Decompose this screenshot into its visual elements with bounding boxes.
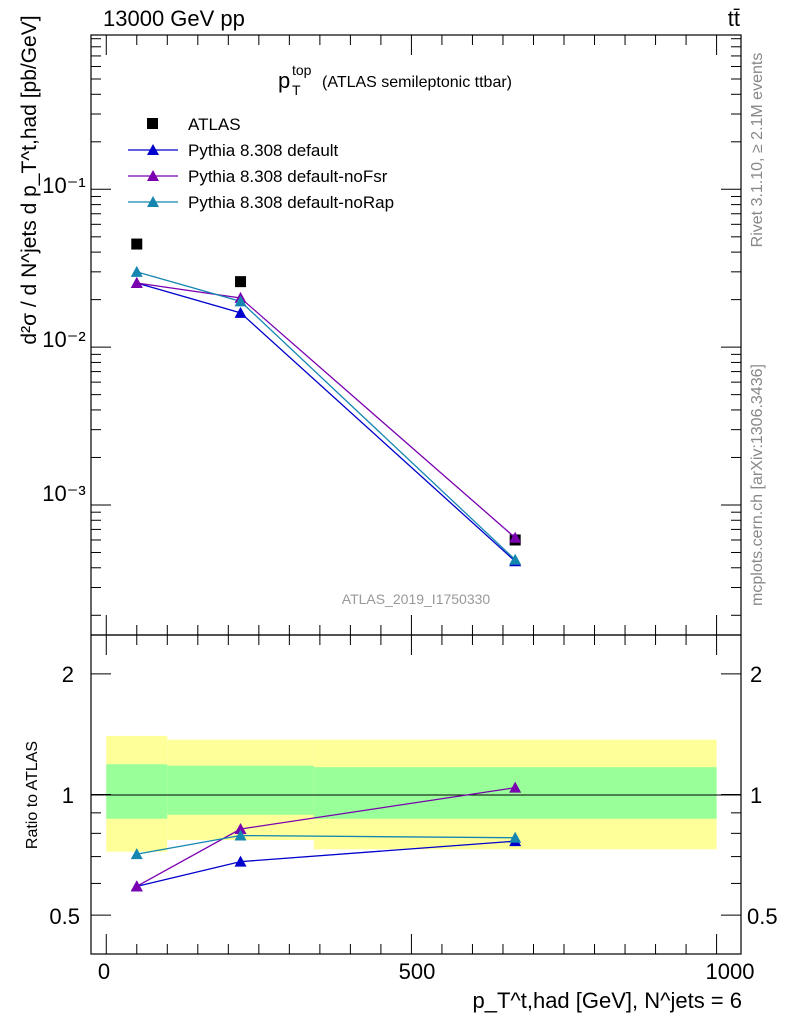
ratio-ytick-0.5-left: 0.5 bbox=[49, 904, 80, 929]
legend-marker-atlas bbox=[147, 118, 158, 129]
mcplots-label: mcplots.cern.ch [arXiv:1306.3436] bbox=[749, 364, 766, 606]
rivet-label: Rivet 3.1.10, ≥ 2.1M events bbox=[749, 53, 766, 248]
series-line-3 bbox=[136, 271, 516, 561]
plot-title: p top T (ATLAS semileptonic ttbar) bbox=[278, 62, 512, 98]
legend-label-nofsr: Pythia 8.308 default-noFsr bbox=[188, 167, 388, 186]
main-plot: 10⁻¹ 10⁻² 10⁻³ d²σ / d N^jets d p_T^t,ha… bbox=[18, 15, 742, 636]
legend-marker-nofsr bbox=[147, 170, 159, 181]
title-superscript: top bbox=[292, 62, 312, 78]
ratio-uncertainty-bands bbox=[106, 735, 717, 852]
legend-marker-norap bbox=[147, 196, 159, 207]
legend-label-norap: Pythia 8.308 default-noRap bbox=[188, 193, 394, 212]
ratio-yaxis-label: Ratio to ATLAS bbox=[24, 741, 41, 849]
ratio-series-2-point bbox=[234, 823, 247, 835]
atlas-data-point bbox=[131, 238, 143, 250]
legend: ATLAS Pythia 8.308 default Pythia 8.308 … bbox=[128, 115, 394, 212]
ratio-ytick-0.5-right: 0.5 bbox=[747, 904, 778, 929]
main-ytick-0.1: 10⁻¹ bbox=[42, 173, 85, 198]
stat-band bbox=[167, 765, 314, 815]
series-2-point bbox=[130, 276, 143, 288]
title-symbol: p bbox=[278, 68, 290, 93]
series-1-point bbox=[234, 306, 247, 318]
ratio-ytick-2-right: 2 bbox=[750, 662, 762, 687]
series-3-point bbox=[234, 295, 247, 307]
xtick-1000: 1000 bbox=[706, 959, 755, 984]
series-line-2 bbox=[136, 282, 516, 539]
xaxis-label: p_T^t,had [GeV], N^jets = 6 bbox=[473, 988, 743, 1013]
legend-label-atlas: ATLAS bbox=[188, 115, 241, 134]
xtick-0: 0 bbox=[98, 959, 110, 984]
legend-label-default: Pythia 8.308 default bbox=[188, 141, 339, 160]
series-3-point bbox=[509, 553, 522, 565]
main-ytick-0.01: 10⁻² bbox=[42, 327, 85, 352]
main-plot-ticks bbox=[91, 35, 741, 635]
ratio-series-2-point bbox=[509, 781, 522, 793]
main-yaxis-label: d²σ / d N^jets d p_T^t,had [pb/GeV] bbox=[18, 15, 41, 344]
title-subscript: T bbox=[292, 82, 301, 98]
ratio-series-1-point bbox=[234, 855, 247, 867]
main-ytick-0.001: 10⁻³ bbox=[42, 481, 85, 506]
ratio-series-2-point bbox=[130, 880, 143, 892]
ratio-plot: 2 1 0.5 2 1 0.5 Ratio to ATLAS bbox=[24, 634, 778, 955]
ratio-plot-ticks bbox=[91, 635, 741, 954]
title-text: (ATLAS semileptonic ttbar) bbox=[322, 74, 512, 91]
ratio-ytick-1-right: 1 bbox=[750, 783, 762, 808]
ratio-series-3-point bbox=[234, 829, 247, 841]
analysis-watermark: ATLAS_2019_I1750330 bbox=[342, 591, 491, 607]
series-2-point bbox=[509, 531, 522, 543]
ratio-series-3-point bbox=[509, 831, 522, 843]
ratio-ytick-2-left: 2 bbox=[62, 662, 74, 687]
main-plot-marks bbox=[130, 238, 522, 567]
ratio-plot-marks bbox=[130, 781, 522, 892]
legend-marker-default bbox=[147, 144, 159, 155]
header-process-label: tt̄ bbox=[728, 6, 740, 31]
header-energy-label: 13000 GeV pp bbox=[103, 6, 245, 31]
stat-band bbox=[313, 767, 717, 819]
xtick-500: 500 bbox=[399, 959, 436, 984]
series-3-point bbox=[130, 265, 143, 277]
series-line-1 bbox=[136, 282, 516, 562]
atlas-data-point bbox=[235, 276, 247, 288]
ratio-ytick-1-left: 1 bbox=[62, 783, 74, 808]
stat-band bbox=[106, 764, 168, 819]
ratio-series-3-point bbox=[130, 848, 143, 860]
